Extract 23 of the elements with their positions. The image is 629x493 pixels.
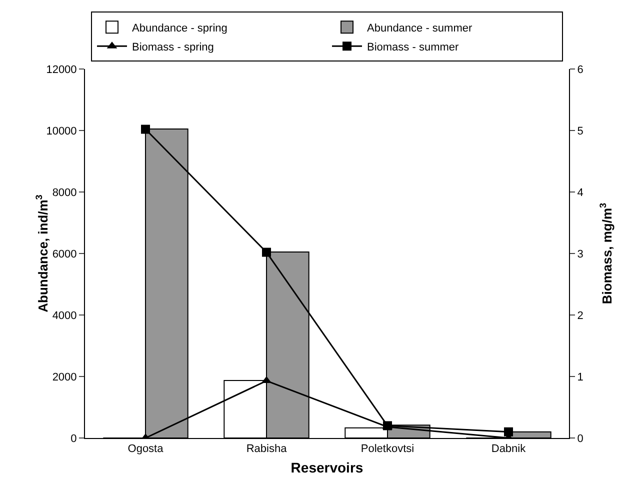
x-tick-label: Ogosta bbox=[128, 443, 164, 456]
x-tick-label: Rabisha bbox=[246, 443, 288, 456]
y-tick-label: 8000 bbox=[52, 186, 77, 199]
y2-tick-label: 5 bbox=[577, 125, 584, 138]
y2-tick-label: 1 bbox=[577, 371, 584, 384]
y-tick-label: 0 bbox=[70, 432, 77, 445]
y2-tick-label: 0 bbox=[577, 432, 584, 445]
legend-label: Abundance - summer bbox=[367, 22, 472, 34]
y-tick-label: 12000 bbox=[46, 64, 77, 76]
y-tick-label: 2000 bbox=[52, 371, 77, 384]
x-tick-label: Poletkovtsi bbox=[360, 443, 414, 456]
y-tick-label: 6000 bbox=[52, 248, 77, 260]
x-axis-title: Reservoirs bbox=[290, 460, 364, 476]
y2-tick-label: 2 bbox=[577, 310, 584, 322]
y2-tick-label: 6 bbox=[577, 64, 584, 76]
y-tick-label: 10000 bbox=[46, 125, 77, 138]
y-tick-label: 4000 bbox=[52, 310, 77, 322]
legend-label: Biomass - summer bbox=[367, 41, 460, 54]
legend-label: Abundance - spring bbox=[132, 22, 228, 34]
y2-tick-label: 4 bbox=[577, 186, 584, 199]
x-tick-label: Dabnik bbox=[491, 443, 526, 456]
legend-label: Biomass - spring bbox=[132, 41, 214, 54]
y2-tick-label: 3 bbox=[577, 248, 584, 260]
